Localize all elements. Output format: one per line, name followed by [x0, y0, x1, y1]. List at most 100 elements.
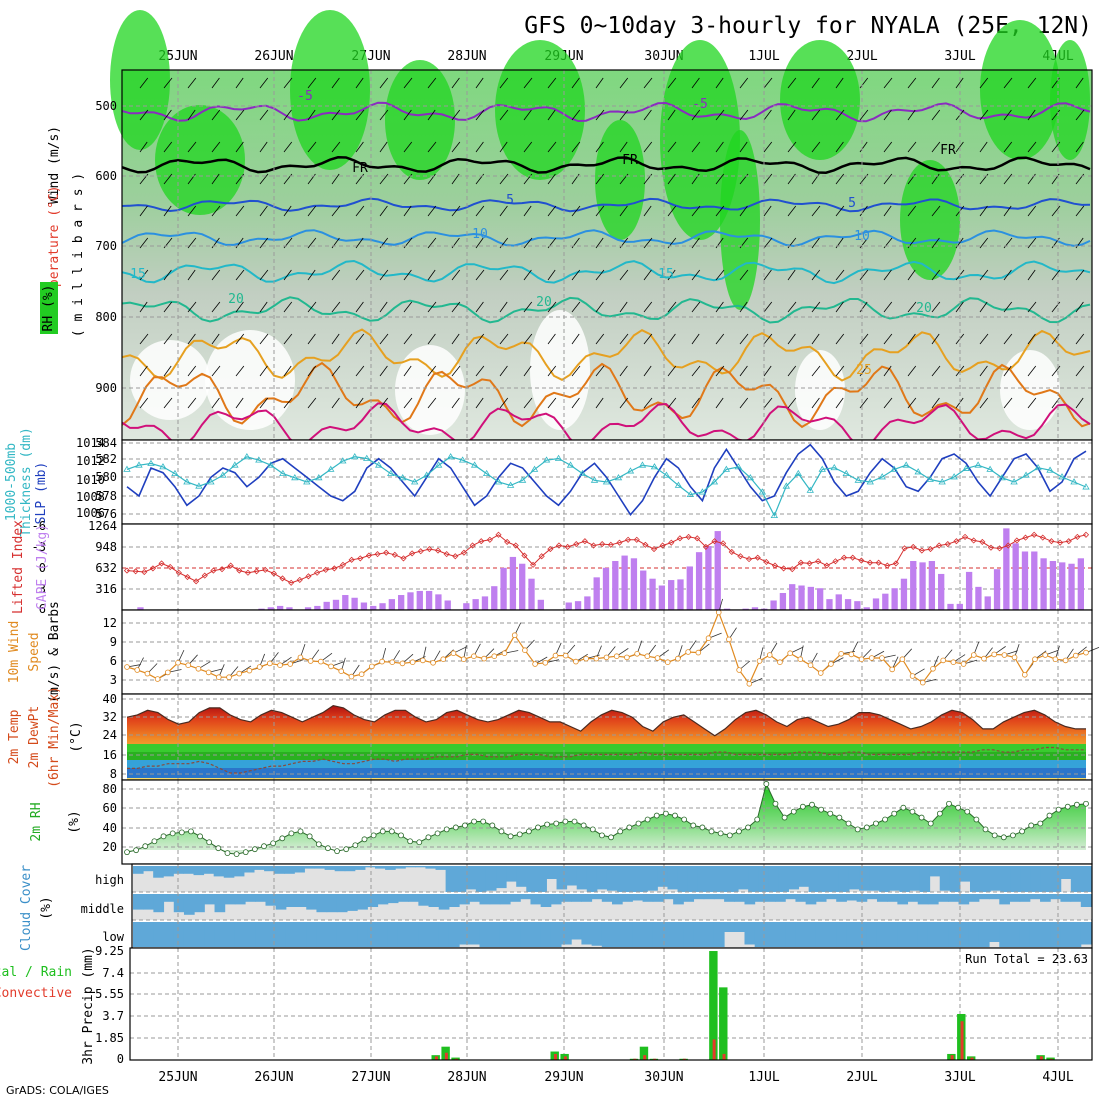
rh2m-point	[251, 846, 258, 853]
wind10-point	[144, 670, 151, 677]
wind-barb	[859, 205, 868, 217]
cape-bar	[770, 600, 777, 610]
cloud-bars	[133, 866, 1092, 947]
wind-barb	[811, 77, 820, 89]
wind-barb	[139, 397, 149, 409]
wind-barb	[715, 333, 725, 345]
cloud-cover-bar	[978, 922, 990, 947]
rh2m-point	[206, 839, 213, 846]
cloud-cover-bar	[489, 894, 501, 905]
cape-bar	[695, 552, 703, 610]
rh2m-point	[1083, 800, 1089, 807]
li-point	[417, 548, 424, 555]
lifted-index-label: Lifted Index	[11, 520, 26, 614]
cloud-cover-bar	[764, 922, 776, 947]
thickness-point	[1070, 478, 1078, 485]
wind-barb	[763, 269, 772, 281]
rh2m-point	[233, 851, 240, 858]
rh2m-point	[169, 830, 176, 837]
wind10-point	[460, 656, 467, 662]
cloud-cover-bar	[1060, 894, 1072, 902]
li-point	[452, 553, 459, 560]
cloud-cover-bar	[255, 894, 266, 902]
li-point	[512, 542, 519, 549]
cape-bar	[956, 603, 963, 610]
precip-conv-bar	[563, 1056, 567, 1060]
cloud-cover-bar	[744, 922, 756, 945]
wind-barb	[475, 109, 485, 121]
wind-barb	[259, 301, 268, 313]
wind-barb	[691, 109, 701, 121]
cloud-cover-bar	[377, 922, 389, 947]
li-point	[1057, 539, 1064, 546]
wind-barb	[571, 109, 581, 121]
cloud-cover-bar	[435, 866, 447, 870]
cloud-cover-bar	[143, 894, 154, 910]
wind-barb	[1027, 109, 1036, 121]
wind10-point	[165, 669, 171, 676]
rh2m-point	[608, 834, 614, 841]
cloud-cover-bar	[520, 922, 531, 947]
axis-tick-label: 60	[103, 801, 117, 815]
axis-tick-label: 8	[110, 767, 117, 781]
wind-barb	[403, 205, 412, 217]
thickness-point	[554, 454, 563, 461]
date-label-bottom: 3JUL	[944, 1070, 975, 1085]
wind-barb	[235, 205, 245, 217]
rh2m-point	[462, 822, 468, 829]
cloud-cover-bar	[285, 922, 297, 947]
rh2m-point	[717, 830, 724, 837]
wind10-point	[909, 673, 916, 679]
wind-barb	[235, 77, 244, 89]
wind-barb	[955, 77, 964, 89]
axis-tick-label: 3	[110, 673, 117, 687]
wind-barb	[235, 269, 245, 281]
thickness-point	[566, 461, 575, 468]
cloud-cover-bar	[566, 866, 578, 886]
cloud-cover-bar	[425, 866, 437, 869]
wind-barb	[547, 269, 556, 281]
cloud-cover-bar	[949, 866, 961, 892]
rh2m-point	[315, 841, 322, 848]
slp-panel: 584 582 580 578 576 1014 1012 1010 1008 1006 1000…	[4, 427, 1093, 537]
cloud-cover-bar	[408, 922, 419, 947]
cloud-cover-bar	[445, 866, 457, 892]
li-point	[702, 543, 709, 550]
cloud-cover-bar	[846, 894, 858, 901]
wind-barb	[1075, 397, 1084, 409]
axis-tick-label: 1.85	[95, 1031, 124, 1045]
axis-tick-label: 1006	[76, 506, 105, 520]
cloud-cover-bar	[294, 866, 305, 873]
cloud-cover-bar	[897, 922, 909, 947]
wind-barb	[787, 333, 796, 345]
wind-barb	[403, 365, 412, 377]
cloud-cover-bar	[469, 922, 481, 945]
axis-tick-label: 9.25	[95, 944, 124, 958]
wind-barb	[571, 269, 581, 281]
thickness-point	[267, 461, 275, 468]
cape-bar	[779, 592, 787, 610]
cloud-cover-bar	[909, 866, 921, 891]
thickness-point	[986, 465, 994, 472]
li-point	[555, 542, 563, 549]
precip-axis-label: 3hr Precip (mm)	[81, 947, 96, 1064]
rh-blob	[155, 105, 245, 215]
cloud-cover-bar	[657, 866, 668, 887]
cloud-cover-bar	[826, 894, 837, 900]
cloud-cover-bar	[367, 894, 379, 907]
cloud-cover-bar	[245, 922, 256, 947]
li-point	[348, 556, 355, 563]
li-point	[979, 538, 986, 545]
cape-bar	[342, 595, 349, 610]
wind-barb	[523, 301, 533, 313]
temperature-contours	[121, 101, 1091, 448]
wind-barb	[1051, 333, 1060, 345]
rh2m-point	[471, 818, 477, 825]
cloud-cover-bar	[788, 866, 800, 890]
wind-barbs	[139, 77, 1085, 409]
thickness-point	[890, 465, 898, 472]
axis-tick-label: 578	[95, 489, 117, 503]
li-point	[244, 569, 252, 576]
rh2m-point	[352, 842, 359, 849]
li-point	[210, 567, 217, 574]
